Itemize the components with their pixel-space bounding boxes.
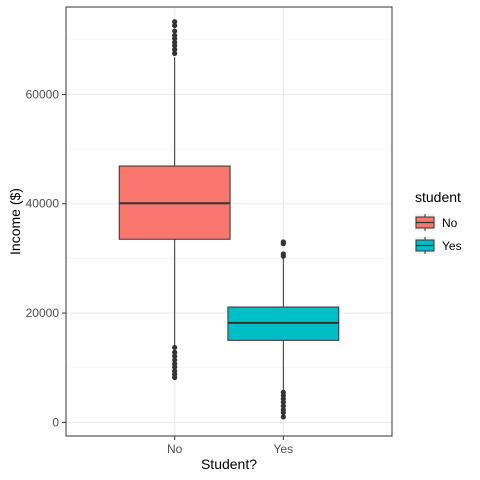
outlier-point xyxy=(172,374,178,381)
legend-item-no: No xyxy=(415,214,458,231)
outlier-point xyxy=(172,357,178,363)
outlier-point xyxy=(280,251,286,257)
outlier-point xyxy=(280,239,286,245)
y-tick-label: 0 xyxy=(52,415,59,429)
outlier-point xyxy=(172,47,178,53)
outlier-point xyxy=(172,39,178,46)
outlier-point xyxy=(172,19,178,25)
y-tick-label: 60000 xyxy=(26,87,60,101)
y-tick-label: 20000 xyxy=(26,306,60,320)
box-no xyxy=(118,19,231,381)
outlier-point xyxy=(280,414,286,420)
outlier-point xyxy=(172,28,178,34)
outlier-point xyxy=(172,22,178,29)
outlier-point xyxy=(172,364,178,370)
outlier-point xyxy=(280,399,286,405)
y-axis-title: Income ($) xyxy=(7,188,23,255)
outlier-point xyxy=(172,32,178,39)
x-axis-title: Student? xyxy=(201,456,257,472)
legend-label: No xyxy=(442,216,458,230)
outlier-point xyxy=(172,344,178,351)
x-tick-label: Yes xyxy=(274,442,294,456)
outlier-point xyxy=(280,403,286,409)
outlier-point xyxy=(172,353,178,359)
legend-item-yes: Yes xyxy=(415,237,462,254)
legend-label: Yes xyxy=(442,239,462,253)
outlier-point xyxy=(172,349,178,355)
x-tick-label: No xyxy=(167,442,183,456)
outlier-point xyxy=(280,409,286,416)
outlier-point xyxy=(172,50,178,57)
panel-border xyxy=(65,6,393,437)
box-yes xyxy=(227,239,340,420)
legend-title: student xyxy=(415,189,461,205)
y-tick-label: 40000 xyxy=(26,197,60,211)
